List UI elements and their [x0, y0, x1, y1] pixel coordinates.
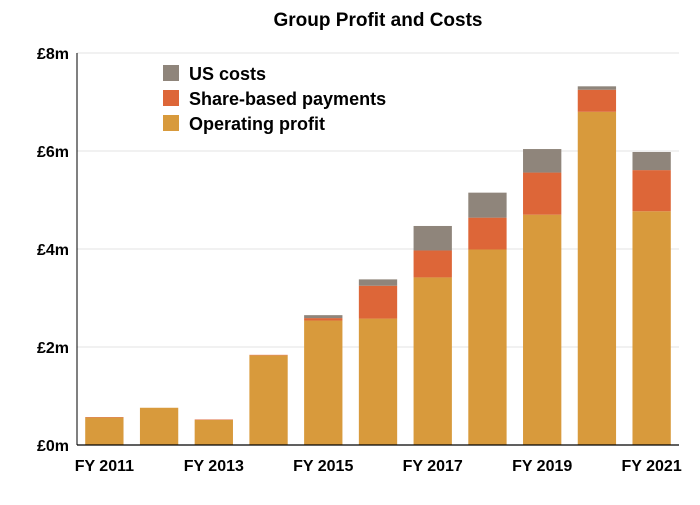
chart-title: Group Profit and Costs [274, 10, 483, 31]
x-tick-label: FY 2021 [622, 458, 682, 475]
legend-label: US costs [189, 64, 266, 84]
bar-segment [85, 418, 123, 445]
bar-segment [195, 420, 233, 445]
bar-segment [523, 215, 561, 445]
x-tick-label: FY 2011 [75, 458, 134, 475]
legend-swatch [163, 90, 179, 106]
y-tick-label: £6m [37, 144, 69, 161]
y-tick-label: £8m [37, 46, 69, 63]
bar-segment [523, 173, 561, 215]
bars [85, 86, 671, 445]
bar-segment [304, 318, 342, 320]
bar-segment [468, 218, 506, 250]
legend-label: Operating profit [189, 114, 325, 134]
bar-segment [304, 321, 342, 445]
bar-segment [578, 86, 616, 89]
x-tick-label: FY 2013 [184, 458, 244, 475]
x-tick-label: FY 2017 [403, 458, 463, 475]
bar-segment [632, 211, 670, 445]
bar-segment [632, 152, 670, 170]
bar-segment [359, 286, 397, 319]
bar-segment [414, 277, 452, 445]
legend: US costs Share-based payments Operating pr… [163, 64, 386, 134]
y-tick-label: £0m [37, 438, 69, 455]
bar-segment [468, 193, 506, 218]
legend-swatch [163, 115, 179, 131]
x-tick-label: FY 2019 [512, 458, 572, 475]
legend-label: Share-based payments [189, 89, 386, 109]
bar-segment [304, 315, 342, 318]
bar-segment [632, 170, 670, 211]
y-tick-label: £4m [37, 242, 69, 259]
bar-segment [359, 319, 397, 445]
bar-segment [140, 408, 178, 445]
bar-segment [578, 90, 616, 112]
bar-segment [359, 279, 397, 285]
legend-swatch [163, 65, 179, 81]
bar-segment [523, 149, 561, 173]
y-tick-label: £2m [37, 340, 69, 357]
x-tick-label: FY 2015 [293, 458, 353, 475]
bar-segment [468, 249, 506, 445]
bar-segment [414, 226, 452, 251]
bar-segment [249, 355, 287, 445]
bar-segment [578, 112, 616, 445]
bar-segment [414, 250, 452, 277]
